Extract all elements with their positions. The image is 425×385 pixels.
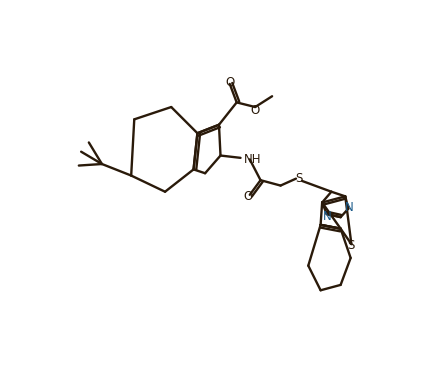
Text: N: N [323,210,331,223]
Text: N: N [345,201,354,214]
Text: O: O [250,104,260,117]
Text: S: S [295,172,303,185]
Text: S: S [348,239,355,252]
Text: O: O [244,190,253,203]
Text: O: O [225,76,234,89]
Text: NH: NH [244,153,262,166]
